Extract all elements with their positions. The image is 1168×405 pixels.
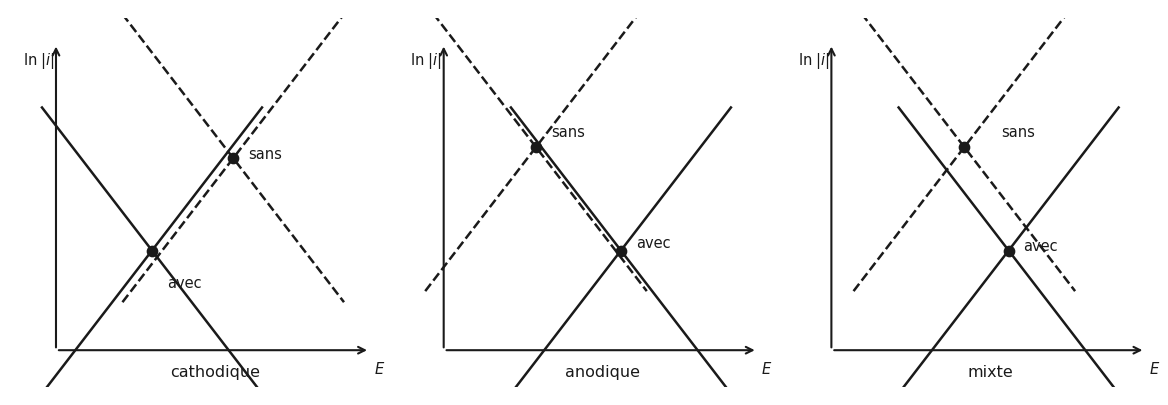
Text: $E$: $E$ [1149,361,1160,377]
Point [224,155,243,162]
Text: ln $|i|$: ln $|i|$ [798,51,830,71]
Text: cathodique: cathodique [169,365,259,380]
Text: avec: avec [1023,239,1058,254]
Text: ln $|i|$: ln $|i|$ [410,51,443,71]
Text: mixte: mixte [967,365,1013,380]
Text: avec: avec [167,276,201,291]
Text: anodique: anodique [565,365,640,380]
Point [142,247,161,254]
Point [527,144,545,150]
Point [1000,247,1018,254]
Text: sans: sans [1001,125,1035,140]
Text: $E$: $E$ [762,361,772,377]
Text: $E$: $E$ [374,361,384,377]
Point [612,247,631,254]
Text: ln $|i|$: ln $|i|$ [22,51,55,71]
Point [955,144,974,150]
Text: avec: avec [635,236,670,251]
Text: sans: sans [551,125,585,140]
Text: sans: sans [248,147,281,162]
